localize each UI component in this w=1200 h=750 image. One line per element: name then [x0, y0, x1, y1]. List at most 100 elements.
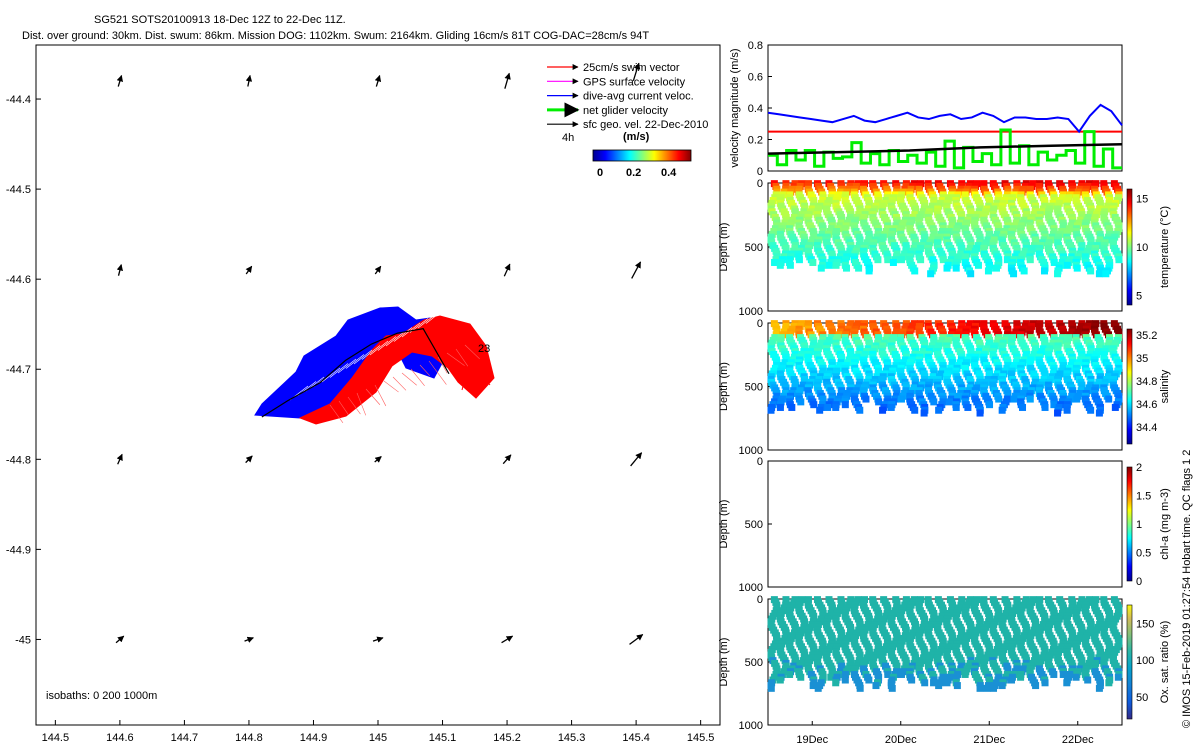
- chla-y-tick-label: 1000: [739, 582, 763, 594]
- profile-sample: [1020, 267, 1028, 275]
- profile-sample: [961, 670, 969, 678]
- salinity-colorbar-label: salinity: [1159, 369, 1171, 403]
- geo-velocity-vector: [629, 633, 644, 645]
- chla-axes: [767, 460, 1123, 588]
- profile-sample: [1041, 679, 1049, 687]
- temperature-y-tick-label: 1000: [739, 306, 763, 318]
- salinity-colorbar-tick: 34.8: [1136, 376, 1157, 388]
- chla-colorbar-tick: 1.5: [1136, 491, 1151, 503]
- profile-sample: [1032, 682, 1040, 690]
- swim-vector-fan: [461, 359, 471, 391]
- geo-velocity-vector: [501, 635, 514, 644]
- profile-sample: [1017, 673, 1025, 681]
- track-dive-stroke: [361, 345, 381, 360]
- colorbar-tick-04: 0.4: [661, 167, 677, 179]
- track-swim-stroke: [392, 376, 407, 391]
- geo-velocity-vectors: [115, 62, 644, 645]
- profile-sample: [976, 409, 984, 417]
- section-panel-temperature: 0 500 1000 Depth (m) 5 10 15 temperature (°C): [718, 178, 1171, 318]
- track-dive-stroke: [393, 327, 413, 342]
- profile-sample: [1095, 409, 1103, 417]
- geo-velocity-vector: [245, 74, 253, 87]
- oxygen-y-tick-label: 0: [757, 594, 763, 606]
- profile-sample: [964, 403, 972, 411]
- track-swim-stroke: [437, 356, 448, 374]
- profile-sample: [908, 676, 916, 684]
- chla-colorbar-tick: 1: [1136, 519, 1142, 531]
- copyright-qc-label: © IMOS 15-Feb-2019 01:27:54 Hobart time.…: [1181, 450, 1193, 728]
- swim-vector-fan: [469, 359, 491, 386]
- temperature-y-tick-label: 500: [745, 242, 763, 254]
- profile-sample: [1105, 679, 1113, 687]
- profile-sample: [1054, 409, 1062, 417]
- sfc-geo-velocity-line: [767, 142, 1123, 155]
- profile-sample: [1026, 395, 1034, 403]
- profile-sample: [856, 684, 864, 692]
- dive-number-label: 23: [478, 343, 490, 355]
- profile-sample: [974, 261, 982, 269]
- map-y-tick-label: -44.7: [6, 364, 31, 376]
- section-panel-oxygen: 0 500 1000 Depth (m) 50 100 150 Ox. sat. ratio …: [718, 594, 1171, 746]
- profile-sample: [767, 684, 775, 692]
- profile-sample: [884, 670, 892, 678]
- profile-sample: [1114, 673, 1122, 681]
- profile-sample: [816, 406, 824, 414]
- profile-sample: [865, 676, 873, 684]
- track-swim-stroke: [410, 368, 425, 387]
- salinity-colorbar-tick: 34.6: [1136, 399, 1157, 411]
- geo-velocity-vector: [244, 636, 254, 643]
- profile-sample: [1007, 676, 1015, 684]
- profile-sample: [1111, 403, 1119, 411]
- track-dive-stroke: [425, 309, 445, 324]
- geo-velocity-vector: [245, 455, 253, 464]
- velocity-y-tick-label: 0: [757, 166, 763, 178]
- salinity-y-tick-label: 0: [757, 318, 763, 330]
- track-map: 144.5 144.6 144.7 144.8 144.9 145 145.1 145.2 14…: [6, 44, 721, 744]
- map-x-tick-label: 144.9: [300, 732, 328, 744]
- velocity-ylabel: velocity magnitude (m/s): [729, 48, 741, 167]
- profile-sample: [897, 256, 905, 264]
- profile-sample: [872, 682, 880, 690]
- profile-sample: [817, 264, 825, 272]
- profile-sample: [889, 258, 897, 266]
- profile-sample: [930, 398, 938, 406]
- velocity-y-tick-label: 0.6: [748, 72, 763, 84]
- profile-sample: [992, 264, 1000, 272]
- velocity-y-tick-label: 0.2: [748, 135, 763, 147]
- salinity-y-tick-label: 1000: [739, 445, 763, 457]
- profile-sample: [952, 264, 960, 272]
- map-x-tick-label: 145.3: [558, 732, 586, 744]
- track-swim-stroke: [365, 388, 381, 405]
- geo-velocity-vector: [632, 62, 641, 82]
- track-swim-stroke: [383, 380, 399, 393]
- track-swim-stroke: [347, 396, 361, 415]
- map-x-tick-label: 145.4: [622, 732, 650, 744]
- profile-sample: [842, 264, 850, 272]
- profile-sample: [810, 401, 818, 409]
- oxygen-y-tick-label: 500: [745, 657, 763, 669]
- legend-label: GPS surface velocity: [583, 76, 686, 88]
- profile-sample: [797, 398, 805, 406]
- profile-sample: [832, 261, 840, 269]
- profile-sample: [967, 270, 975, 278]
- profile-sample: [1087, 406, 1095, 414]
- map-x-tick-label: 145.1: [429, 732, 457, 744]
- track-swim-stroke: [464, 344, 480, 360]
- chla-colorbar: [1126, 466, 1133, 582]
- track-dive-stroke: [369, 340, 389, 356]
- profile-sample: [911, 406, 919, 414]
- profile-sample: [984, 267, 992, 275]
- track-swim-stroke: [329, 404, 344, 424]
- profile-sample: [797, 673, 805, 681]
- profile-sample: [832, 403, 840, 411]
- profile-sample: [935, 406, 943, 414]
- track-dive-stroke: [329, 363, 349, 378]
- profile-sample: [865, 267, 873, 275]
- oxygen-colorbar-tick: 150: [1136, 618, 1154, 630]
- profile-sample: [1095, 270, 1103, 278]
- time-x-tick-label: 22Dec: [1062, 734, 1094, 746]
- track-dive-stroke: [321, 367, 341, 383]
- track-swim-stroke: [446, 352, 465, 366]
- legend-label: dive-avg current veloc.: [583, 91, 694, 103]
- track-swim-stroke: [356, 392, 367, 416]
